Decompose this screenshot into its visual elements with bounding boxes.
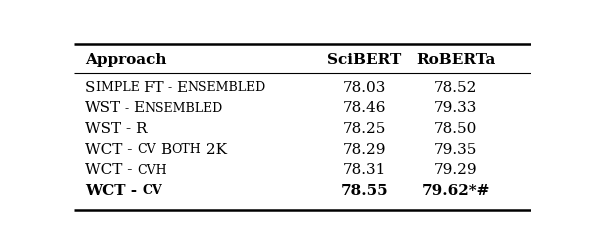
- Text: 79.35: 79.35: [434, 142, 477, 156]
- Text: -: -: [122, 102, 133, 115]
- Text: 2K: 2K: [201, 142, 227, 156]
- Text: B: B: [160, 142, 171, 156]
- Text: OTH: OTH: [171, 143, 201, 156]
- Text: WCT -: WCT -: [85, 163, 137, 177]
- Text: S: S: [85, 81, 96, 95]
- Text: SciBERT: SciBERT: [327, 53, 401, 67]
- Text: 78.25: 78.25: [342, 122, 386, 136]
- Text: NSEMBLED: NSEMBLED: [187, 81, 266, 94]
- Text: WCT -: WCT -: [85, 142, 137, 156]
- Text: IMPLE: IMPLE: [96, 81, 143, 94]
- Text: E: E: [176, 81, 187, 95]
- Text: E: E: [133, 101, 145, 115]
- Text: RoBERTa: RoBERTa: [416, 53, 495, 67]
- Text: FT: FT: [143, 81, 164, 95]
- Text: 78.52: 78.52: [434, 81, 477, 95]
- Text: 79.29: 79.29: [434, 163, 477, 177]
- Text: WST - R: WST - R: [85, 122, 148, 136]
- Text: 78.29: 78.29: [342, 142, 386, 156]
- Text: CVH: CVH: [137, 164, 167, 177]
- Text: 78.31: 78.31: [342, 163, 386, 177]
- Text: CV: CV: [137, 143, 156, 156]
- Text: WCT -: WCT -: [85, 184, 143, 198]
- Text: 79.62*#: 79.62*#: [421, 184, 490, 198]
- Text: -: -: [164, 81, 176, 94]
- Text: 78.03: 78.03: [342, 81, 386, 95]
- Text: Approach: Approach: [85, 53, 167, 67]
- Text: 78.55: 78.55: [340, 184, 388, 198]
- Text: WST: WST: [85, 101, 122, 115]
- Text: NSEMBLED: NSEMBLED: [145, 102, 223, 115]
- Text: 78.50: 78.50: [434, 122, 477, 136]
- Text: 78.46: 78.46: [342, 101, 386, 115]
- Text: CV: CV: [143, 184, 162, 197]
- Text: 79.33: 79.33: [434, 101, 477, 115]
